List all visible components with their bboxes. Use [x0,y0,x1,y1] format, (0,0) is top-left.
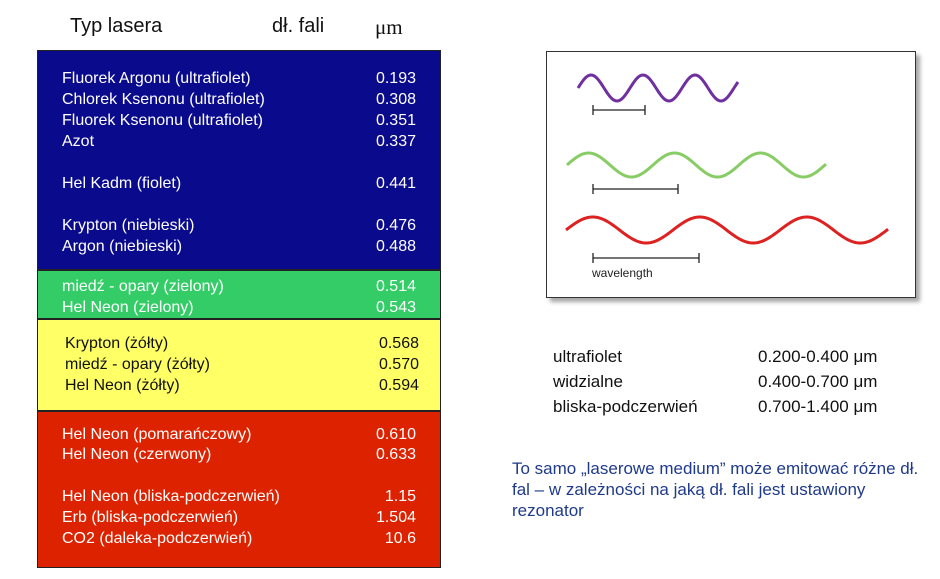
range-name: bliska-podczerwień [553,397,698,416]
laser-name: CO2 (daleka-podczerwień) [62,530,253,547]
header-unit: μm [375,15,403,39]
laser-name: Hel Neon (zielony) [62,299,194,316]
laser-wavelength: 1.504 [375,509,416,526]
laser-name: Hel Kadm (fiolet) [62,175,182,192]
wavelength-label: wavelength [592,266,653,280]
header-wavelength: dł. fali [272,15,325,37]
laser-wavelength: 1.15 [384,488,416,505]
laser-name: Fluorek Argonu (ultrafiolet) [62,70,251,87]
range-name: ultrafiolet [553,347,622,366]
laser-wavelength: 0.441 [375,175,416,192]
laser-wavelength: 0.488 [375,238,416,255]
laser-name: Krypton (niebieski) [62,217,195,234]
laser-wavelength: 0.308 [375,91,416,108]
laser-name: Hel Neon (żółty) [65,377,180,394]
laser-wavelength: 0.193 [375,70,416,87]
range-name: widzialne [553,372,623,391]
laser-name: Hel Neon (czerwony) [62,446,212,463]
red-block: Hel Neon (pomarańczowy) 0.610 Hel Neon (… [37,411,441,568]
laser-wavelength: 0.543 [375,299,416,316]
range-value: 0.700-1.400 μm [758,397,878,416]
laser-name: miedź - opary (zielony) [62,278,224,295]
laser-name: Erb (bliska-podczerwień) [62,509,239,526]
laser-name: miedź - opary (żółty) [65,356,210,373]
laser-name: Krypton (żółty) [65,335,169,352]
laser-name: Argon (niebieski) [62,238,183,255]
laser-wavelength: 0.337 [375,133,416,150]
laser-wavelength: 0.476 [375,217,416,234]
laser-name: Hel Neon (bliska-podczerwień) [62,488,280,505]
laser-wavelength: 0.351 [375,112,416,129]
laser-name: Chlorek Ksenonu (ultrafiolet) [62,91,265,108]
laser-wavelength: 10.6 [384,530,416,547]
laser-wavelength: 0.570 [378,356,419,373]
laser-wavelength: 0.568 [378,335,419,352]
laser-wavelength: 0.633 [375,446,416,463]
laser-name: Hel Neon (pomarańczowy) [62,426,252,443]
wavelength-diagram [546,51,916,298]
green-block: miedź - opary (zielony) 0.514 Hel Neon (… [37,270,441,319]
uv-blue-block: Fluorek Argonu (ultrafiolet) 0.193 Chlor… [37,50,441,270]
laser-name: Azot [62,133,95,150]
laser-wavelength: 0.610 [375,426,416,443]
laser-wavelength: 0.594 [378,377,419,394]
laser-wavelength: 0.514 [375,278,416,295]
laser-name: Fluorek Ksenonu (ultrafiolet) [62,112,263,129]
range-value: 0.400-0.700 μm [758,372,878,391]
range-value: 0.200-0.400 μm [758,347,878,366]
header-laser-type: Typ lasera [70,15,163,37]
resonator-note: To samo „laserowe medium” może emitować … [512,459,919,520]
yellow-block: Krypton (żółty) 0.568 miedź - opary (żół… [37,319,441,411]
